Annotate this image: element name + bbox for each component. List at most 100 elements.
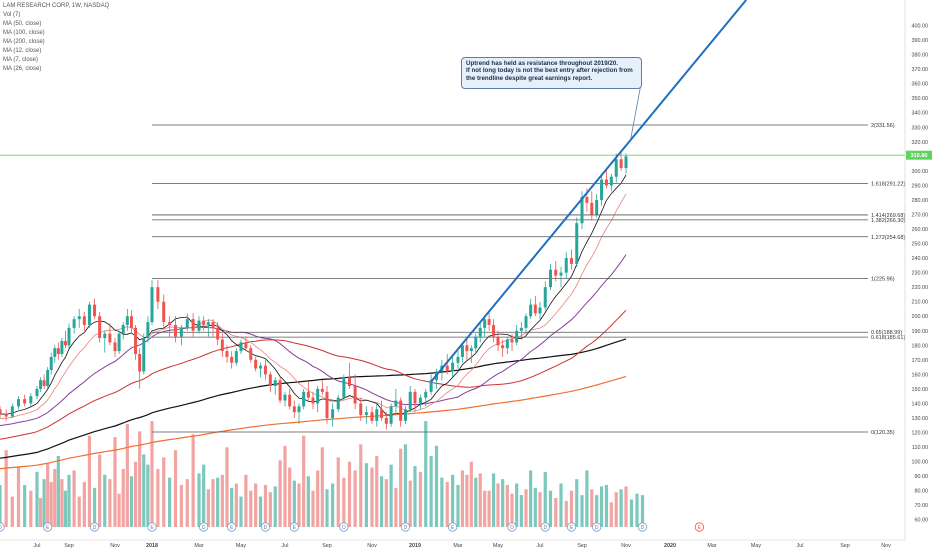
time-tick-label: Jul bbox=[282, 543, 289, 549]
candle-body bbox=[211, 322, 215, 328]
moving-averages-layer bbox=[0, 174, 627, 470]
last-price-badge bbox=[906, 150, 932, 160]
ma-200-line bbox=[0, 375, 627, 470]
price-tick-label: 190.00 bbox=[912, 329, 929, 335]
candle-body bbox=[370, 412, 374, 421]
volume-bar bbox=[306, 476, 310, 527]
price-tick-label: 180.00 bbox=[912, 343, 929, 349]
volume-bar bbox=[211, 479, 215, 527]
candle-body bbox=[559, 272, 563, 276]
candle-body bbox=[220, 339, 224, 352]
chart-title: LAM RESEARCH CORP, 1W, NASDAQ bbox=[3, 3, 110, 9]
trendline-layer[interactable] bbox=[430, 0, 747, 383]
candle-body bbox=[185, 319, 189, 328]
event-markers-layer: DEDEDEDEDDEDDEDDE bbox=[0, 522, 705, 532]
candle-body bbox=[72, 319, 76, 328]
candle-body bbox=[403, 409, 407, 421]
volume-bar bbox=[619, 489, 623, 527]
candle-body bbox=[288, 394, 292, 407]
volume-bar bbox=[529, 470, 533, 527]
candle-body bbox=[311, 397, 315, 404]
candle-body bbox=[150, 287, 154, 323]
volume-bar bbox=[168, 477, 172, 527]
volume-bar bbox=[418, 471, 422, 527]
volume-bar bbox=[77, 496, 81, 527]
event-marker-label: E bbox=[46, 525, 50, 531]
annotation-line-3: the trendline despite great earnings rep… bbox=[466, 74, 593, 82]
candle-body bbox=[575, 223, 579, 264]
volume-bar bbox=[297, 483, 301, 527]
volume-bar bbox=[569, 490, 574, 527]
volume-bar bbox=[370, 467, 374, 527]
fib-level-label: 1.618(291.22) bbox=[871, 182, 905, 188]
volume-bar bbox=[629, 499, 634, 527]
candle-body bbox=[35, 388, 39, 397]
event-marker-label: E bbox=[570, 525, 574, 531]
volume-bar bbox=[254, 483, 258, 527]
time-tick-label: Mar bbox=[707, 543, 716, 549]
time-tick-label: 2018 bbox=[146, 543, 158, 549]
event-marker bbox=[448, 522, 458, 532]
event-marker-label: D bbox=[264, 525, 268, 531]
volume-bar bbox=[336, 457, 340, 527]
volume-bar bbox=[82, 482, 86, 527]
time-tick-label: Sep bbox=[64, 543, 74, 549]
volume-bar bbox=[108, 479, 112, 527]
price-axis[interactable]: 60.00 70.00 80.00 90.00 100.00 110.00 120.00 13… bbox=[904, 0, 932, 550]
time-axis[interactable]: Jul Sep Nov 2018 Mar May Jul Sep Nov 2019 Mar May Ju… bbox=[0, 539, 905, 549]
candle-body bbox=[263, 365, 267, 375]
price-tick-label: 290.00 bbox=[912, 183, 929, 189]
volume-bar bbox=[604, 484, 609, 527]
fib-level-label: 0.65(188.99) bbox=[871, 330, 902, 336]
candle-body bbox=[60, 340, 64, 355]
time-tick-label: 2020 bbox=[664, 543, 676, 549]
volume-bar bbox=[283, 445, 287, 527]
event-marker-label: E bbox=[698, 525, 702, 531]
time-tick-label: Mar bbox=[453, 543, 462, 549]
candle-body bbox=[268, 374, 272, 387]
event-marker-label: D bbox=[641, 525, 645, 531]
candle-body bbox=[524, 316, 528, 328]
volume-bar bbox=[359, 444, 363, 527]
volume-bar bbox=[524, 489, 528, 527]
volume-bar bbox=[434, 445, 439, 527]
candle-body bbox=[93, 304, 97, 317]
volume-bar bbox=[53, 469, 57, 527]
event-marker bbox=[507, 522, 517, 532]
candlesticks-layer bbox=[0, 150, 628, 430]
price-tick-label: 210.00 bbox=[912, 300, 929, 306]
volume-bar bbox=[92, 487, 97, 527]
time-tick-label: Nov bbox=[621, 543, 631, 549]
volume-bar bbox=[23, 484, 27, 527]
volume-bar bbox=[564, 500, 568, 527]
volume-bar bbox=[342, 477, 346, 527]
candle-body bbox=[29, 396, 33, 404]
price-tick-label: 120.00 bbox=[912, 431, 929, 437]
candle-body bbox=[273, 380, 277, 387]
candle-body bbox=[4, 413, 8, 417]
volume-bar bbox=[156, 469, 160, 527]
volume-bar bbox=[225, 447, 229, 527]
candle-body bbox=[278, 380, 282, 401]
candle-body bbox=[134, 327, 138, 355]
volume-bar bbox=[56, 455, 60, 527]
time-tick-label: Jul bbox=[797, 543, 804, 549]
candle-body bbox=[244, 342, 248, 349]
candle-body bbox=[600, 179, 604, 200]
resistance-trendline[interactable] bbox=[430, 0, 747, 383]
ma-50-line bbox=[0, 309, 627, 440]
volume-bar bbox=[206, 489, 210, 527]
volume-bar bbox=[142, 454, 146, 527]
volume-bar bbox=[220, 474, 224, 527]
volume-bar bbox=[49, 482, 53, 527]
volume-bar bbox=[590, 489, 594, 527]
event-marker-label: D bbox=[93, 525, 97, 531]
price-tick-label: 340.00 bbox=[912, 111, 929, 117]
time-tick-label: Nov bbox=[881, 543, 891, 549]
annotation-callout[interactable]: Uptrend has held as resistance throughou… bbox=[461, 57, 642, 89]
legend-ma200: MA (200, close) bbox=[3, 39, 45, 45]
volume-bar bbox=[389, 464, 393, 527]
volume-bar bbox=[179, 484, 183, 527]
volume-bar bbox=[249, 490, 253, 527]
